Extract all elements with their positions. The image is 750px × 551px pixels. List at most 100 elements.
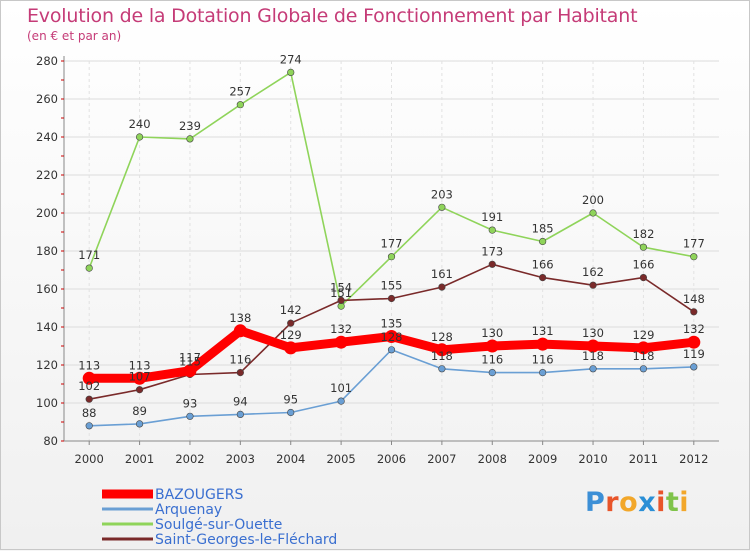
data-point xyxy=(135,386,144,394)
data-label: 132 xyxy=(330,322,352,336)
data-label: 177 xyxy=(381,237,403,251)
data-point xyxy=(536,337,550,351)
data-label: 115 xyxy=(179,355,201,369)
x-tick-label: 2011 xyxy=(629,452,658,466)
data-label: 138 xyxy=(229,311,251,325)
data-label: 274 xyxy=(280,52,302,66)
data-label: 117 xyxy=(179,351,201,365)
y-tick-label: 140 xyxy=(36,320,58,334)
data-label: 113 xyxy=(129,358,151,372)
data-point xyxy=(435,343,449,357)
data-point xyxy=(589,281,597,289)
data-point xyxy=(639,274,648,282)
data-point xyxy=(284,341,298,355)
legend-label: Saint-Georges-le-Fléchard xyxy=(155,532,337,548)
x-tick-label: 2005 xyxy=(326,452,355,466)
data-point xyxy=(133,371,147,385)
data-point xyxy=(82,371,96,385)
data-label: 116 xyxy=(532,353,554,367)
data-label: 116 xyxy=(481,353,503,367)
data-point xyxy=(639,365,648,373)
y-tick-label: 240 xyxy=(36,130,58,144)
data-point xyxy=(690,363,698,371)
data-label: 161 xyxy=(431,267,453,281)
data-point xyxy=(636,341,650,355)
data-point xyxy=(186,412,194,420)
data-point xyxy=(233,324,247,338)
data-label: 151 xyxy=(330,286,352,300)
data-point xyxy=(287,319,295,327)
data-label: 107 xyxy=(129,370,151,384)
data-point xyxy=(488,226,496,234)
data-label: 113 xyxy=(78,358,100,372)
data-label: 135 xyxy=(381,317,403,331)
data-label: 240 xyxy=(129,117,151,131)
data-point xyxy=(589,365,597,373)
data-label: 95 xyxy=(283,393,298,407)
data-point xyxy=(485,339,499,353)
y-tick-label: 200 xyxy=(36,206,58,220)
y-tick-label: 260 xyxy=(36,92,58,106)
data-label: 102 xyxy=(78,379,100,393)
data-label: 200 xyxy=(582,193,604,207)
data-label: 89 xyxy=(132,404,147,418)
data-label: 148 xyxy=(683,292,705,306)
y-tick-label: 180 xyxy=(36,244,58,258)
data-point xyxy=(539,274,547,282)
y-tick-label: 220 xyxy=(36,168,58,182)
x-tick-label: 2001 xyxy=(125,452,154,466)
data-point xyxy=(186,135,194,143)
legend-label: Arquenay xyxy=(155,502,222,518)
data-label: 129 xyxy=(280,328,302,342)
data-label: 119 xyxy=(683,347,705,361)
data-label: 162 xyxy=(582,265,604,279)
data-point xyxy=(639,243,648,251)
data-label: 166 xyxy=(632,258,654,272)
data-label: 128 xyxy=(381,330,403,344)
data-label: 177 xyxy=(683,237,705,251)
data-label: 128 xyxy=(431,330,453,344)
data-label: 132 xyxy=(683,322,705,336)
data-point xyxy=(85,264,93,272)
data-label: 118 xyxy=(632,349,654,363)
x-tick-label: 2004 xyxy=(276,452,305,466)
x-tick-label: 2006 xyxy=(377,452,406,466)
data-label: 129 xyxy=(632,328,654,342)
y-tick-label: 120 xyxy=(36,358,58,372)
data-point xyxy=(690,253,698,261)
x-tick-label: 2010 xyxy=(578,452,607,466)
data-point xyxy=(589,209,597,217)
data-label: 142 xyxy=(280,303,302,317)
x-tick-label: 2007 xyxy=(427,452,456,466)
data-point xyxy=(690,308,698,316)
data-label: 118 xyxy=(431,349,453,363)
data-label: 257 xyxy=(229,85,251,99)
data-label: 101 xyxy=(330,381,352,395)
chart-title: Evolution de la Dotation Globale de Fonc… xyxy=(27,5,638,27)
x-tick-label: 2012 xyxy=(679,452,708,466)
data-point xyxy=(287,68,295,76)
data-label: 131 xyxy=(532,324,554,338)
x-tick-label: 2009 xyxy=(528,452,557,466)
data-label: 88 xyxy=(82,406,97,420)
data-label: 130 xyxy=(481,326,503,340)
x-tick-label: 2002 xyxy=(175,452,204,466)
data-point xyxy=(236,101,244,109)
data-label: 191 xyxy=(481,210,503,224)
data-point xyxy=(387,294,396,303)
data-point xyxy=(539,369,547,377)
data-point xyxy=(387,253,396,261)
data-label: 116 xyxy=(229,353,251,367)
data-point xyxy=(334,335,348,349)
data-label: 118 xyxy=(582,349,604,363)
data-point xyxy=(438,365,446,373)
y-tick-label: 280 xyxy=(36,54,58,68)
x-tick-label: 2008 xyxy=(478,452,507,466)
data-point xyxy=(488,260,496,268)
y-tick-label: 100 xyxy=(36,396,58,410)
data-point xyxy=(387,346,396,354)
proxiti-logo: Proxiti xyxy=(585,487,690,518)
data-point xyxy=(236,369,244,377)
data-point xyxy=(85,422,93,430)
data-label: 239 xyxy=(179,119,201,133)
